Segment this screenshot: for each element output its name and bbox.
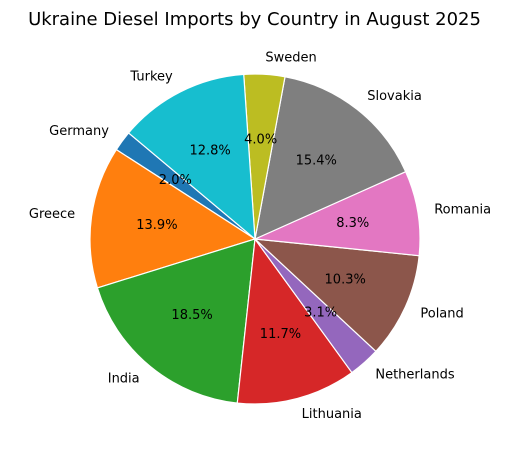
category-label-sweden: Sweden	[265, 50, 316, 65]
category-label-greece: Greece	[29, 207, 75, 222]
percent-label-greece: 13.9%	[136, 218, 177, 233]
category-label-romania: Romania	[434, 203, 491, 218]
slice-slovakia	[254, 76, 407, 241]
category-label-turkey: Turkey	[129, 70, 173, 85]
slice-india	[96, 238, 256, 404]
category-label-lithuania: Lithuania	[302, 407, 362, 422]
chart-title: Ukraine Diesel Imports by Country in Aug…	[28, 9, 481, 30]
percent-label-slovakia: 15.4%	[296, 154, 337, 169]
slice-greece	[89, 148, 257, 289]
slice-romania	[252, 170, 421, 257]
category-label-india: India	[108, 372, 140, 387]
slice-lithuania	[236, 237, 353, 405]
percent-label-turkey: 12.8%	[189, 143, 230, 158]
slice-turkey	[127, 73, 256, 241]
percent-label-india: 18.5%	[171, 308, 212, 323]
percent-label-netherlands: 3.1%	[304, 306, 337, 321]
category-label-netherlands: Netherlands	[375, 367, 454, 382]
pie-slices	[89, 73, 421, 405]
pie-labels: Germany 2.0% Greece 13.9% India 18.5% Lithuani…	[29, 50, 491, 422]
slice-poland	[253, 238, 420, 353]
category-label-germany: Germany	[49, 124, 109, 139]
percent-label-sweden: 4.0%	[244, 133, 277, 148]
category-label-slovakia: Slovakia	[367, 89, 422, 104]
category-label-poland: Poland	[420, 306, 463, 321]
percent-label-lithuania: 11.7%	[260, 327, 301, 342]
percent-label-germany: 2.0%	[159, 173, 192, 188]
percent-label-romania: 8.3%	[336, 216, 369, 231]
percent-label-poland: 10.3%	[325, 272, 366, 287]
